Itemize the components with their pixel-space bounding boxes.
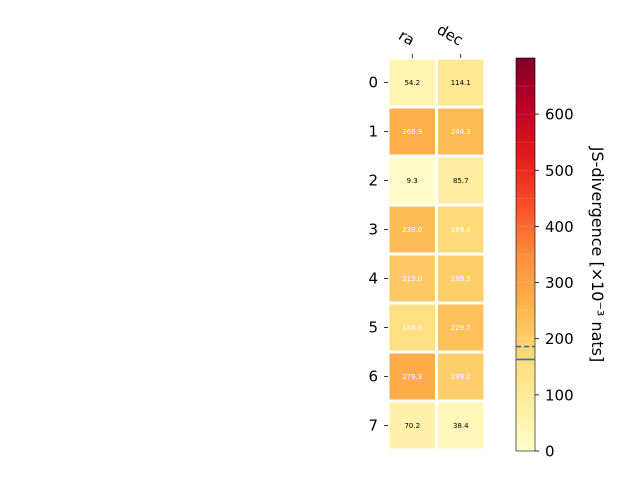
colorbar-tick-label: 600 <box>545 106 574 124</box>
cell-value-label: 238.0 <box>402 226 422 234</box>
row-tick-label: 5 <box>368 319 378 337</box>
colorbar-tick-label: 500 <box>545 162 574 180</box>
row-tick-label: 1 <box>368 123 378 141</box>
row-tick-label: 7 <box>368 417 378 435</box>
heatmap-cell <box>438 255 484 302</box>
heatmap-cell <box>438 108 484 155</box>
row-tick-label: 2 <box>368 172 378 190</box>
heatmap-cell <box>389 304 435 351</box>
colorbar-frame <box>515 57 536 452</box>
cell-value-label: 54.2 <box>404 79 420 87</box>
heatmap-cell <box>438 206 484 253</box>
heatmap-cell <box>389 402 435 449</box>
colorbar-tick-label: 100 <box>545 386 574 404</box>
heatmap-cell <box>389 59 435 106</box>
cell-value-label: 70.2 <box>404 422 420 430</box>
colorbar-tick-label: 300 <box>545 274 574 292</box>
cell-value-label: 114.1 <box>451 79 471 87</box>
column-tick-label: dec <box>434 20 466 49</box>
heatmap-cell <box>389 255 435 302</box>
heatmap-cell <box>438 59 484 106</box>
cell-value-label: 38.4 <box>453 422 469 430</box>
colorbar-tick-label: 0 <box>545 443 555 461</box>
cell-value-label: 199.5 <box>451 275 471 283</box>
colorbar-tick-label: 200 <box>545 330 574 348</box>
cell-value-label: 85.7 <box>453 177 469 185</box>
colorbar-label: JS-divergence [×10⁻³ nats] <box>588 146 607 362</box>
cell-value-label: 229.7 <box>451 324 471 332</box>
cell-value-label: 199.2 <box>451 373 471 381</box>
row-tick-label: 4 <box>368 270 378 288</box>
heatmap-cell <box>389 353 435 400</box>
colorbar: 0 100 200 300 400 500 600 JS-divergence [×10⁻³ … <box>515 57 607 461</box>
cell-value-label: 9.3 <box>407 177 418 185</box>
row-tick-label: 3 <box>368 221 378 239</box>
column-tick-label: ra <box>395 26 417 49</box>
heatmap-cell <box>438 304 484 351</box>
colorbar-gradient <box>516 58 535 451</box>
heatmap-cell <box>438 402 484 449</box>
heatmap-cell <box>389 157 435 204</box>
cell-value-label: 149.6 <box>402 324 423 332</box>
cell-value-label: 279.3 <box>402 373 422 381</box>
cell-value-label: 213.0 <box>402 275 422 283</box>
heatmap-cell <box>438 353 484 400</box>
heatmap-cells: 54.2 114.1 268.9 244.3 9.3 85.7 238.0 169.8 213.… <box>388 58 485 450</box>
heatmap-cell <box>389 108 435 155</box>
colorbar-tick-label: 400 <box>545 218 574 236</box>
cell-value-label: 244.3 <box>451 128 471 136</box>
heatmap-cell <box>438 157 484 204</box>
heatmap-cell <box>389 206 435 253</box>
cell-value-label: 268.9 <box>402 128 422 136</box>
cell-value-label: 169.8 <box>451 226 471 234</box>
row-tick-label: 0 <box>368 74 378 92</box>
row-tick-label: 6 <box>368 368 378 386</box>
